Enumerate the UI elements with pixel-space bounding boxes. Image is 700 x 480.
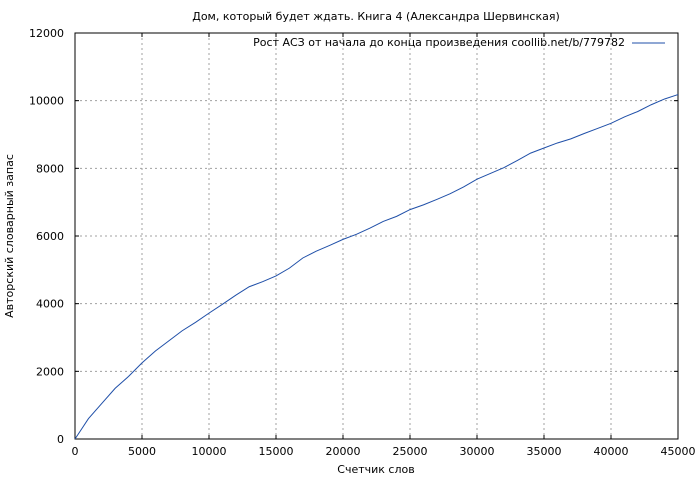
x-tick-label: 30000 [460,445,495,458]
y-tick-label: 4000 [36,298,64,311]
y-tick-label: 10000 [29,95,64,108]
y-tick-label: 12000 [29,27,64,40]
y-tick-label: 8000 [36,162,64,175]
legend: Рост АСЗ от начала до конца произведения… [253,36,665,49]
x-axis-ticks: 0 5000 10000 15000 20000 25000 30000 35000 40000… [72,33,696,458]
x-tick-label: 25000 [393,445,428,458]
grid-lines [75,33,678,439]
x-tick-label: 10000 [192,445,227,458]
y-tick-label: 6000 [36,230,64,243]
x-axis-title: Счетчик слов [337,463,414,476]
series-layer [74,94,679,440]
series-line [74,94,679,440]
x-tick-label: 45000 [661,445,696,458]
x-tick-label: 15000 [259,445,294,458]
chart-title: Дом, который будет ждать. Книга 4 (Алекс… [192,10,560,23]
y-axis-title: Авторский словарный запас [3,154,16,318]
x-tick-label: 20000 [326,445,361,458]
x-tick-label: 5000 [128,445,156,458]
y-tick-label: 2000 [36,365,64,378]
y-axis-ticks: 0 2000 4000 6000 8000 10000 12000 [29,27,678,446]
x-tick-label: 40000 [594,445,629,458]
x-tick-label: 35000 [527,445,562,458]
x-tick-label: 0 [72,445,79,458]
legend-label: Рост АСЗ от начала до конца произведения… [253,36,625,49]
y-tick-label: 0 [57,433,64,446]
